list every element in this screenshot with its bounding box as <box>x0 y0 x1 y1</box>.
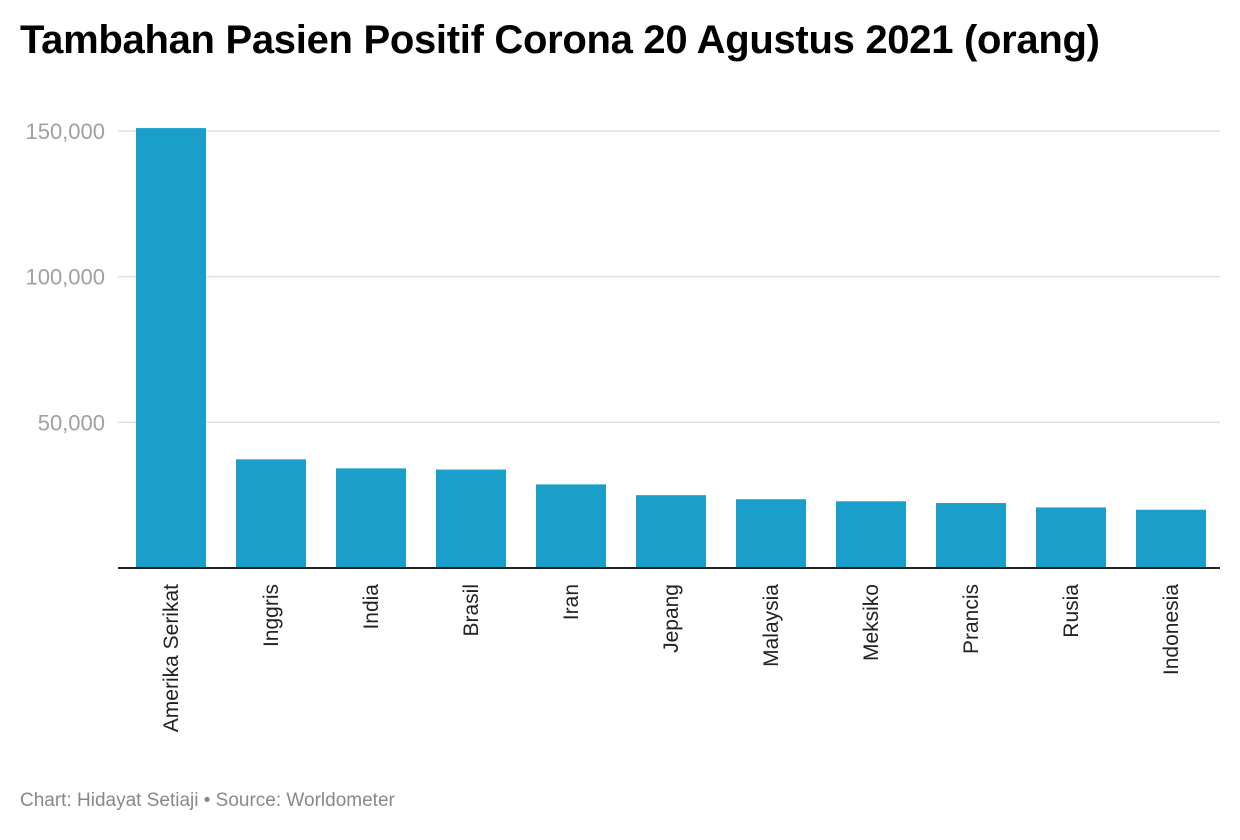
bar-brasil <box>436 469 506 568</box>
x-category-label: Meksiko <box>860 584 883 661</box>
bar-inggris <box>236 459 306 568</box>
y-tick-label: 50,000 <box>38 410 105 435</box>
x-axis-labels: Amerika Serikat Inggris India Brasil Iran Jep… <box>160 584 1183 733</box>
x-category-label: Brasil <box>460 584 483 637</box>
bar-prancis <box>936 503 1006 568</box>
bar-rusia <box>1036 507 1106 568</box>
bar-indonesia <box>1136 509 1206 568</box>
bar-iran <box>536 484 606 568</box>
x-category-label: Rusia <box>1060 584 1083 638</box>
y-tick-label: 100,000 <box>25 265 105 290</box>
bar-jepang <box>636 495 706 568</box>
x-category-label: Iran <box>560 584 583 620</box>
chart-title: Tambahan Pasien Positif Corona 20 Agustu… <box>20 18 1100 62</box>
bars <box>136 128 1206 568</box>
bar-amerika-serikat <box>136 128 206 568</box>
x-category-label: Prancis <box>960 584 983 654</box>
bar-meksiko <box>836 501 906 568</box>
x-category-label: Amerika Serikat <box>160 584 183 732</box>
y-axis-ticks: 50,000 100,000 150,000 <box>25 119 105 435</box>
chart-credit: Chart: Hidayat Setiaji • Source: Worldom… <box>20 790 395 811</box>
x-category-label: Jepang <box>660 584 683 653</box>
x-category-label: Indonesia <box>1160 584 1183 675</box>
gridlines <box>118 130 1220 424</box>
bar-malaysia <box>736 499 806 568</box>
y-tick-label: 150,000 <box>25 119 105 144</box>
x-category-label: India <box>360 584 383 630</box>
bar-india <box>336 468 406 568</box>
x-category-label: Inggris <box>260 584 283 647</box>
x-category-label: Malaysia <box>760 584 783 667</box>
